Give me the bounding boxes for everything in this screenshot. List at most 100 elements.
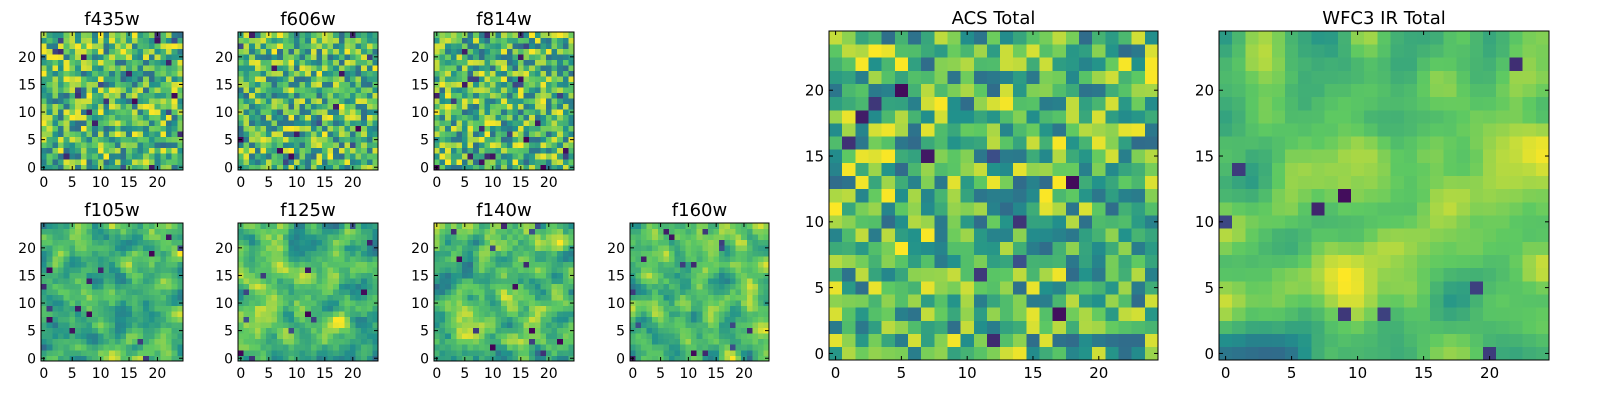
heatmap-cell bbox=[529, 70, 536, 77]
heatmap-cell bbox=[568, 305, 575, 312]
heatmap-cell bbox=[249, 250, 256, 257]
heatmap-cell bbox=[355, 125, 362, 132]
heatmap-cell bbox=[1144, 162, 1159, 177]
heatmap-cell bbox=[249, 125, 256, 132]
heatmap-cell bbox=[249, 92, 256, 99]
heatmap-cell bbox=[934, 228, 948, 242]
heatmap-cell bbox=[484, 147, 491, 154]
heatmap-cell bbox=[260, 37, 267, 44]
heatmap-cell bbox=[58, 98, 65, 105]
heatmap-cell bbox=[456, 349, 463, 356]
plot-frame bbox=[433, 31, 575, 171]
heatmap-cell bbox=[58, 234, 65, 240]
x-tick-label: 15 bbox=[120, 175, 138, 191]
heatmap-cell bbox=[439, 311, 446, 318]
heatmap-cell bbox=[534, 311, 541, 318]
heatmap-cell bbox=[557, 256, 564, 262]
heatmap-cell bbox=[551, 48, 558, 55]
heatmap-cell bbox=[165, 76, 172, 82]
heatmap-cell bbox=[52, 98, 59, 105]
heatmap-cell bbox=[288, 164, 295, 171]
heatmap-cell bbox=[86, 300, 93, 307]
heatmap-cell bbox=[746, 228, 753, 235]
heatmap-cell bbox=[148, 333, 155, 340]
heatmap-cell bbox=[243, 267, 250, 273]
heatmap-cell bbox=[1105, 175, 1119, 190]
heatmap-cell bbox=[282, 98, 289, 105]
heatmap-cell bbox=[52, 109, 59, 116]
heatmap-cell bbox=[355, 87, 362, 94]
heatmap-cell bbox=[473, 131, 480, 138]
heatmap-cell bbox=[238, 153, 244, 160]
heatmap-cell bbox=[484, 70, 491, 77]
heatmap-cell bbox=[506, 272, 513, 279]
heatmap-cell bbox=[450, 164, 457, 171]
heatmap-cell bbox=[109, 147, 116, 154]
heatmap-cell bbox=[171, 125, 178, 132]
heatmap-cell bbox=[154, 344, 161, 351]
heatmap-cell bbox=[69, 158, 76, 165]
heatmap-cell bbox=[557, 54, 564, 60]
heatmap-cell bbox=[294, 311, 300, 318]
heatmap-cell bbox=[674, 278, 681, 285]
heatmap-cell bbox=[568, 147, 575, 154]
heatmap-cell bbox=[148, 142, 155, 149]
heatmap-cell bbox=[120, 349, 127, 356]
heatmap-cell bbox=[523, 333, 530, 340]
heatmap-cell bbox=[674, 245, 681, 251]
heatmap-cell bbox=[80, 234, 87, 240]
heatmap-cell bbox=[350, 261, 356, 268]
heatmap-cell bbox=[46, 76, 53, 82]
heatmap-cell bbox=[439, 109, 446, 116]
heatmap-cell bbox=[512, 65, 519, 71]
heatmap-cell bbox=[986, 175, 1001, 190]
heatmap-cell bbox=[338, 136, 345, 143]
heatmap-cell bbox=[277, 316, 284, 323]
heatmap-cell bbox=[635, 239, 642, 246]
heatmap-cell bbox=[562, 43, 569, 49]
heatmap-cell bbox=[333, 294, 340, 301]
heatmap-cell bbox=[921, 294, 935, 308]
heatmap-cell bbox=[473, 278, 480, 285]
heatmap-cell bbox=[338, 103, 345, 110]
heatmap-cell bbox=[305, 92, 312, 99]
heatmap-cell bbox=[350, 48, 356, 55]
heatmap-cell bbox=[80, 65, 87, 71]
heatmap-cell bbox=[680, 305, 686, 312]
heatmap-cell bbox=[355, 120, 362, 127]
heatmap-cell bbox=[131, 239, 138, 246]
x-tick-label: 5 bbox=[264, 175, 273, 191]
heatmap-cell bbox=[947, 162, 961, 177]
heatmap-cell bbox=[86, 250, 93, 257]
x-tick-label: 15 bbox=[512, 175, 530, 191]
heatmap-cell bbox=[934, 281, 948, 295]
heatmap-cell bbox=[641, 316, 647, 323]
heatmap-cell bbox=[126, 272, 133, 279]
heatmap-cell bbox=[266, 158, 272, 165]
heatmap-cell bbox=[657, 349, 664, 356]
heatmap-cell bbox=[243, 316, 250, 323]
heatmap-cell bbox=[568, 32, 575, 38]
heatmap-cell bbox=[663, 289, 670, 296]
heatmap-cell bbox=[131, 70, 138, 77]
heatmap-cell bbox=[630, 234, 636, 240]
heatmap-cell bbox=[355, 136, 362, 143]
heatmap-cell bbox=[92, 245, 99, 251]
heatmap-cell bbox=[80, 103, 87, 110]
heatmap-cell bbox=[171, 289, 178, 296]
heatmap-cell bbox=[907, 294, 922, 308]
heatmap-cell bbox=[103, 92, 110, 99]
heatmap-cell bbox=[41, 338, 47, 345]
heatmap-cell bbox=[86, 164, 93, 171]
heatmap-cell bbox=[316, 114, 323, 121]
heatmap-cell bbox=[109, 349, 116, 356]
heatmap-cell bbox=[143, 32, 150, 38]
heatmap-cell bbox=[75, 349, 82, 356]
heatmap-cell bbox=[52, 316, 59, 323]
heatmap-cell bbox=[299, 239, 306, 246]
heatmap-cell bbox=[92, 338, 99, 345]
heatmap-cell bbox=[674, 333, 681, 340]
heatmap-cell bbox=[305, 43, 312, 49]
heatmap-cell bbox=[551, 228, 558, 235]
heatmap-cell bbox=[338, 120, 345, 127]
